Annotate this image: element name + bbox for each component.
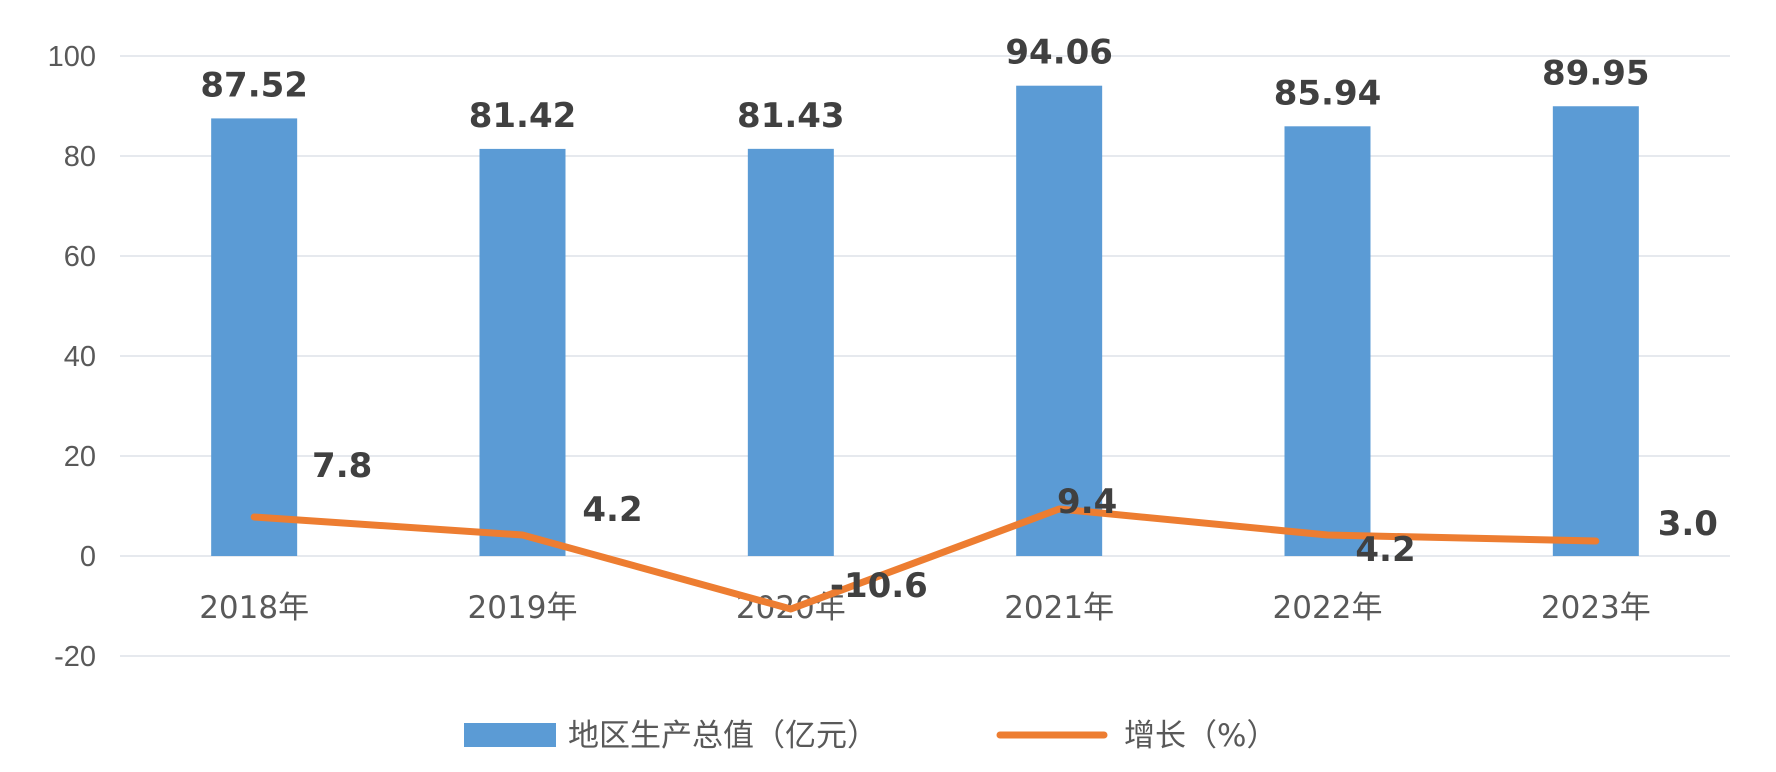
bar-data-labels: 87.52 81.42 81.43 94.06 85.94 89.95 <box>200 33 1649 136</box>
y-tick-label: 40 <box>64 341 96 373</box>
line-data-labels: 7.8 4.2 -10.6 9.4 4.2 3.0 <box>312 446 1718 606</box>
line-data-label: 4.2 <box>582 490 642 530</box>
x-tick-label: 2018年 <box>199 590 309 626</box>
y-axis: -20 0 20 40 60 80 100 <box>48 41 96 673</box>
y-tick-label: 100 <box>48 41 96 73</box>
x-tick-label: 2022年 <box>1273 590 1383 626</box>
legend-bar-swatch <box>464 723 556 747</box>
legend-label-gdp: 地区生产总值（亿元） <box>568 718 878 754</box>
y-tick-label: -20 <box>54 641 96 673</box>
y-tick-label: 80 <box>64 141 96 173</box>
y-tick-label: 0 <box>80 541 96 573</box>
line-data-label: 4.2 <box>1355 530 1415 570</box>
line-data-label: 3.0 <box>1658 504 1718 544</box>
bar-series <box>211 85 1639 557</box>
bar[interactable] <box>747 148 834 556</box>
y-tick-label: 60 <box>64 241 96 273</box>
bar-data-label: 89.95 <box>1542 53 1650 93</box>
x-axis: 2018年 2019年 2020年 2021年 2022年 2023年 <box>199 590 1651 626</box>
bar[interactable] <box>1016 85 1103 556</box>
bar[interactable] <box>1552 106 1639 556</box>
bar[interactable] <box>1284 126 1371 557</box>
bar-data-label: 81.42 <box>469 96 577 136</box>
growth-line[interactable] <box>250 505 1600 613</box>
line-data-label: -10.6 <box>830 566 928 606</box>
legend-label-growth: 增长（%） <box>1124 718 1277 754</box>
line-data-label: 9.4 <box>1057 482 1117 522</box>
x-tick-label: 2019年 <box>468 590 578 626</box>
legend: 地区生产总值（亿元） 增长（%） <box>464 718 1277 754</box>
bar-data-label: 87.52 <box>200 65 308 105</box>
y-tick-label: 20 <box>64 441 96 473</box>
bar[interactable] <box>211 118 298 557</box>
bar[interactable] <box>479 148 566 556</box>
line-data-label: 7.8 <box>312 446 372 486</box>
x-tick-label: 2023年 <box>1541 590 1651 626</box>
bar-data-label: 81.43 <box>737 96 845 136</box>
x-tick-label: 2021年 <box>1004 590 1114 626</box>
bar-data-label: 94.06 <box>1005 33 1113 73</box>
gridlines <box>120 55 1730 657</box>
bar-data-label: 85.94 <box>1274 73 1382 113</box>
